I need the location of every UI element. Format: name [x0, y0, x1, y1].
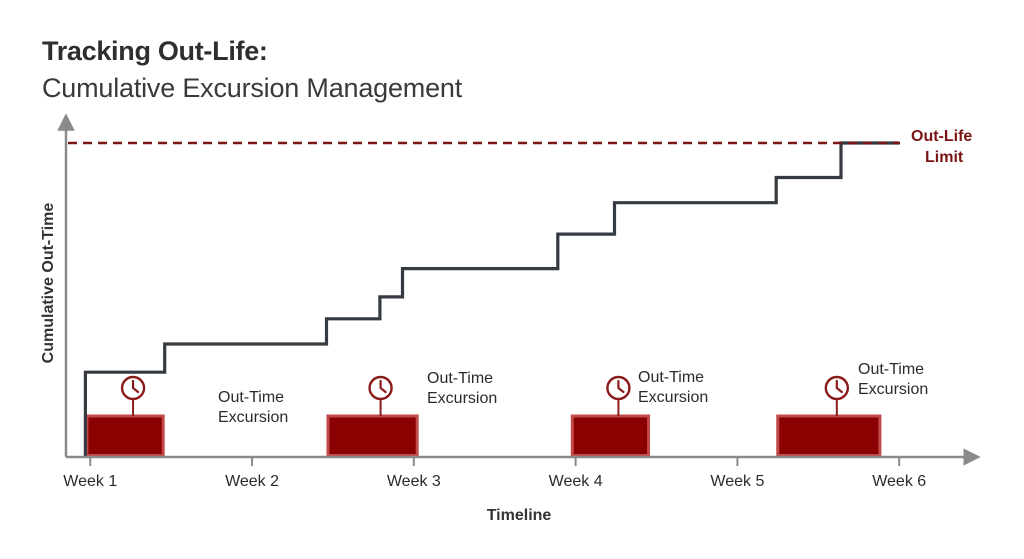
excursion-label-line2: Excursion [218, 409, 288, 426]
excursion-marker: Out-Time Excursion [85, 375, 288, 457]
limit-label-line1: Out-Life [911, 128, 972, 145]
x-tick-label: Week 5 [710, 473, 764, 490]
clock-icon [606, 375, 631, 416]
limit-label-line2: Limit [925, 149, 964, 166]
clock-icon [824, 375, 850, 416]
x-axis-label: Timeline [487, 507, 552, 524]
chart-title: Tracking Out-Life: [42, 36, 268, 66]
excursion-bar [85, 414, 165, 457]
excursion-marker: Out-Time Excursion [570, 369, 708, 457]
excursion-label-line1: Out-Time [638, 369, 704, 386]
excursion-label-line2: Excursion [858, 381, 928, 398]
excursion-label-line1: Out-Time [427, 370, 493, 387]
x-tick-label: Week 4 [549, 473, 603, 490]
x-tick-label: Week 6 [872, 473, 926, 490]
cumulative-step-line [83, 141, 900, 457]
excursion-label-line2: Excursion [427, 390, 497, 407]
x-tick-label: Week 3 [387, 473, 441, 490]
excursion-label-line1: Out-Time [858, 361, 924, 378]
y-axis-label: Cumulative Out-Time [40, 203, 57, 364]
x-tick-label: Week 1 [63, 473, 117, 490]
x-tick-layer: Week 1 Week 2 Week 3 Week 4 Week 5 Week 6 [63, 457, 926, 490]
excursion-marker: Out-Time Excursion [326, 370, 497, 457]
excursion-label-line1: Out-Time [218, 389, 284, 406]
excursion-bar [326, 414, 419, 457]
excursion-layer: Out-TimeExcursionOut-TimeExcursionOut-Ti… [85, 361, 928, 457]
excursion-label-line2: Excursion [638, 389, 708, 406]
chart-subtitle: Cumulative Excursion Management [42, 73, 462, 103]
clock-icon [120, 375, 146, 416]
clock-icon [368, 375, 393, 416]
excursion-marker: Out-Time Excursion [776, 361, 928, 457]
excursion-bar [570, 414, 651, 457]
excursion-bar [776, 414, 882, 457]
x-tick-label: Week 2 [225, 473, 279, 490]
